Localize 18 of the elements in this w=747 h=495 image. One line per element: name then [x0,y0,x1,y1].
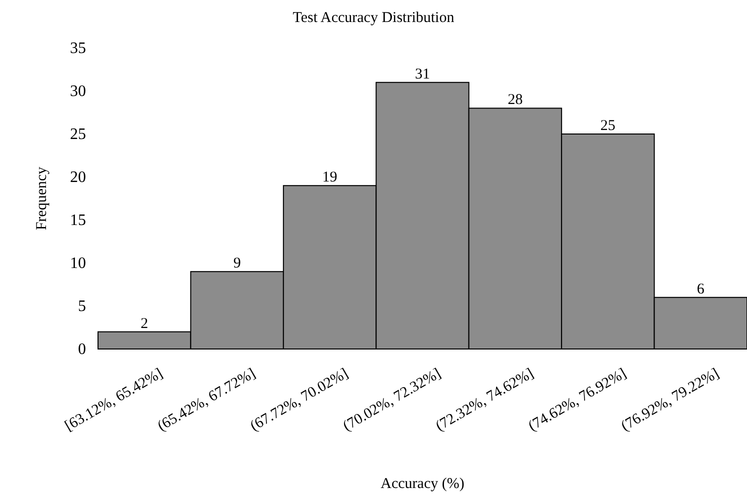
x-axis-title: Accuracy (%) [380,476,464,492]
y-tick-label: 5 [78,298,86,315]
y-tick-label: 30 [70,83,86,100]
y-tick-label: 10 [70,255,86,272]
data-label: 25 [600,118,616,134]
chart-title: Test Accuracy Distribution [292,10,455,26]
y-tick-label: 25 [70,126,86,143]
data-label: 2 [140,316,148,332]
data-label: 19 [322,170,338,186]
y-tick-label: 15 [70,212,86,229]
y-tick-label: 0 [78,341,86,358]
y-axis-title: Frequency [34,166,50,230]
data-label: 9 [233,256,241,272]
data-label: 28 [508,92,523,108]
data-label: 6 [696,281,705,298]
y-tick-label: 20 [70,169,86,186]
y-tick-label: 35 [70,40,86,57]
data-label: 31 [415,66,430,82]
